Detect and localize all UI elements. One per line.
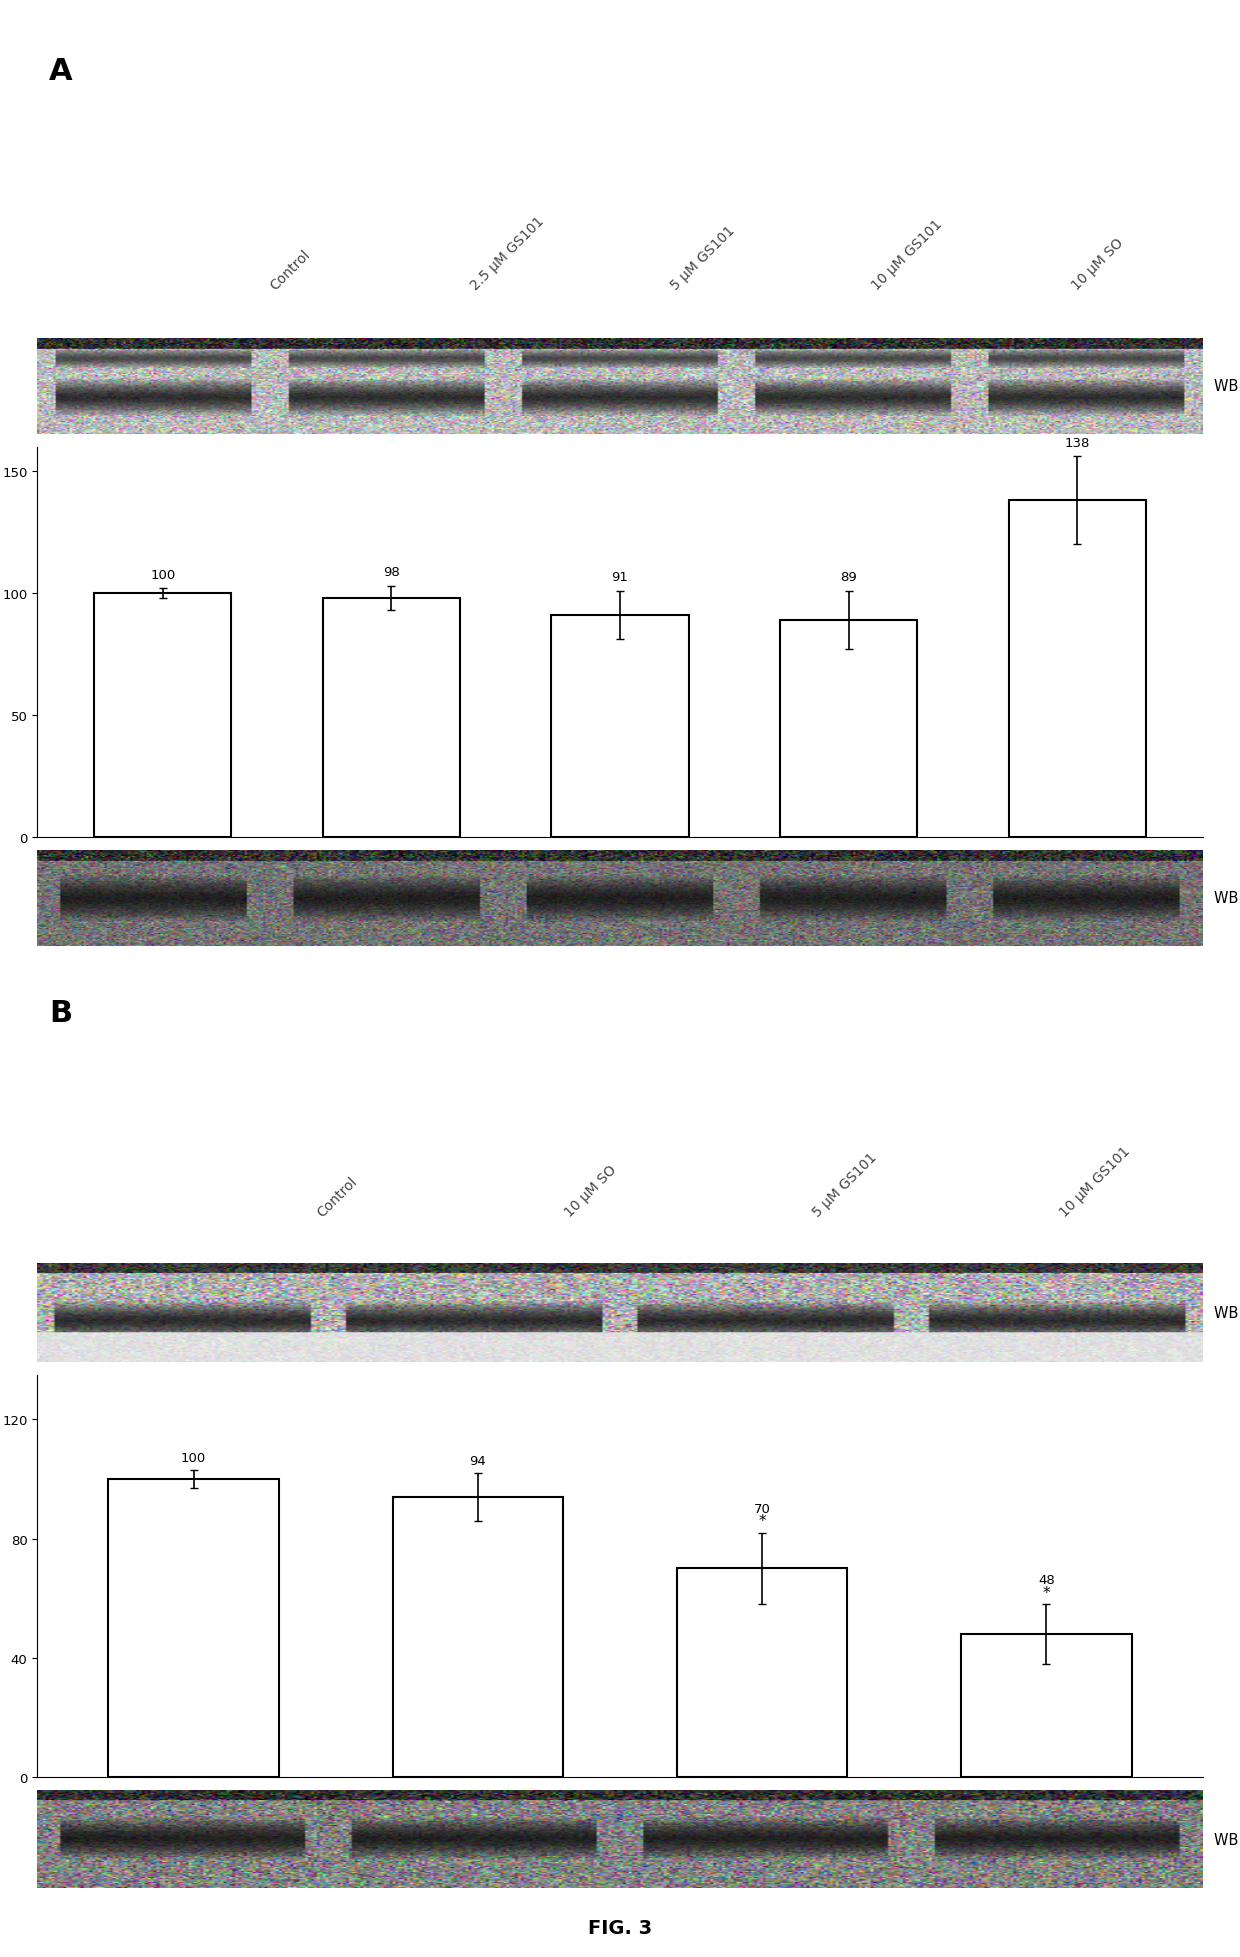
Text: 5 μM GS101: 5 μM GS101 [668,223,738,294]
Text: 10 μM SO: 10 μM SO [562,1162,619,1219]
Text: 5 μM GS101: 5 μM GS101 [810,1151,879,1219]
Text: 100: 100 [181,1452,206,1464]
Text: 94: 94 [470,1454,486,1468]
Bar [961,1634,1132,1777]
Text: 10 μM SO: 10 μM SO [1069,235,1126,294]
Text: 98: 98 [383,566,399,579]
Text: 138: 138 [1064,436,1090,450]
Bar [94,593,232,838]
Text: 48: 48 [1038,1573,1055,1587]
Bar [552,616,688,838]
Bar [780,620,918,838]
Text: Control: Control [314,1174,360,1219]
Text: 10 μM GS101: 10 μM GS101 [1058,1143,1133,1219]
Text: FIG. 3: FIG. 3 [588,1918,652,1937]
Bar [1008,501,1146,838]
Text: 100: 100 [150,569,176,581]
Text: 91: 91 [611,571,629,583]
Text: 2.5 μM GS101: 2.5 μM GS101 [467,213,547,294]
Text: WB: pAkt: WB: pAkt [1214,1305,1240,1321]
Text: 10 μM GS101: 10 μM GS101 [869,217,945,294]
Text: Control: Control [268,247,312,294]
Bar [108,1479,279,1777]
Text: *: * [1043,1585,1050,1599]
Text: WB: GAPDH: WB: GAPDH [1214,890,1240,906]
Bar [393,1497,563,1777]
Text: *: * [759,1513,766,1528]
Bar [677,1570,847,1777]
Text: WB: pErk1:2: WB: pErk1:2 [1214,380,1240,393]
Text: WB: GAPDH: WB: GAPDH [1214,1832,1240,1847]
Bar [322,599,460,838]
Text: B: B [48,998,72,1027]
Text: A: A [48,57,72,86]
Text: 89: 89 [841,571,857,583]
Text: 70: 70 [754,1501,770,1515]
